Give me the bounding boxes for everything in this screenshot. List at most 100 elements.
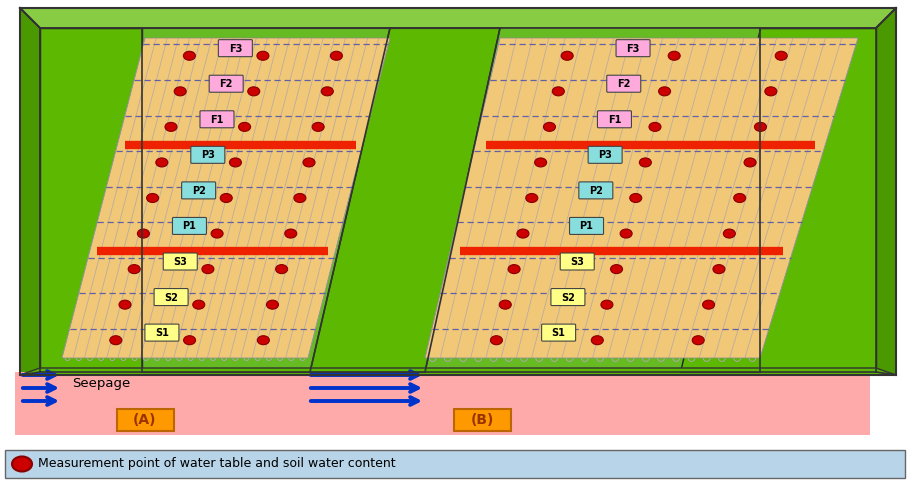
Ellipse shape: [611, 265, 622, 273]
Text: S3: S3: [173, 257, 187, 267]
Text: F1: F1: [210, 115, 224, 125]
Ellipse shape: [500, 300, 511, 309]
Ellipse shape: [592, 336, 603, 345]
Polygon shape: [680, 28, 876, 372]
Ellipse shape: [640, 158, 652, 167]
Text: P3: P3: [201, 151, 215, 160]
Ellipse shape: [733, 194, 745, 202]
Polygon shape: [20, 372, 896, 375]
Ellipse shape: [775, 51, 787, 60]
Ellipse shape: [754, 122, 766, 131]
Ellipse shape: [508, 265, 521, 273]
FancyBboxPatch shape: [182, 182, 216, 199]
FancyBboxPatch shape: [579, 182, 612, 199]
Ellipse shape: [202, 265, 214, 273]
Ellipse shape: [229, 158, 241, 167]
Ellipse shape: [258, 336, 269, 345]
Ellipse shape: [517, 229, 529, 238]
Text: P3: P3: [598, 151, 612, 160]
Ellipse shape: [744, 158, 756, 167]
Ellipse shape: [165, 122, 177, 131]
FancyBboxPatch shape: [541, 324, 576, 341]
Text: (B): (B): [470, 413, 494, 427]
Ellipse shape: [303, 158, 315, 167]
Ellipse shape: [156, 158, 167, 167]
Ellipse shape: [703, 300, 714, 309]
Text: P1: P1: [183, 222, 197, 231]
Ellipse shape: [119, 300, 131, 309]
Ellipse shape: [543, 122, 555, 131]
Ellipse shape: [764, 87, 777, 96]
Polygon shape: [20, 8, 896, 28]
Ellipse shape: [330, 51, 342, 60]
Ellipse shape: [174, 87, 187, 96]
Ellipse shape: [630, 194, 642, 202]
FancyBboxPatch shape: [616, 40, 650, 57]
Polygon shape: [20, 8, 40, 375]
Ellipse shape: [561, 51, 573, 60]
Ellipse shape: [285, 229, 297, 238]
Ellipse shape: [12, 456, 32, 471]
Text: F3: F3: [228, 44, 242, 54]
FancyBboxPatch shape: [145, 324, 179, 341]
Ellipse shape: [257, 51, 269, 60]
Text: F2: F2: [219, 79, 233, 89]
Ellipse shape: [128, 265, 140, 273]
FancyBboxPatch shape: [551, 288, 585, 305]
Text: (A): (A): [133, 413, 157, 427]
Text: P2: P2: [192, 186, 206, 196]
Ellipse shape: [659, 87, 671, 96]
Ellipse shape: [490, 336, 502, 345]
Ellipse shape: [184, 336, 196, 345]
Text: Measurement point of water table and soil water content: Measurement point of water table and soi…: [38, 457, 396, 470]
Ellipse shape: [693, 336, 704, 345]
FancyBboxPatch shape: [200, 111, 234, 128]
Text: Seepage: Seepage: [72, 378, 130, 391]
FancyBboxPatch shape: [588, 146, 622, 163]
Ellipse shape: [723, 229, 735, 238]
Text: S2: S2: [561, 292, 575, 302]
Ellipse shape: [110, 336, 122, 345]
Ellipse shape: [211, 229, 223, 238]
FancyBboxPatch shape: [173, 217, 207, 234]
Text: F2: F2: [617, 79, 631, 89]
Ellipse shape: [267, 300, 278, 309]
Ellipse shape: [147, 194, 158, 202]
Ellipse shape: [184, 51, 196, 60]
Text: P1: P1: [580, 222, 593, 231]
Ellipse shape: [649, 122, 661, 131]
Text: S2: S2: [164, 292, 178, 302]
FancyBboxPatch shape: [209, 75, 243, 92]
FancyBboxPatch shape: [598, 111, 632, 128]
Ellipse shape: [312, 122, 324, 131]
Ellipse shape: [620, 229, 632, 238]
Ellipse shape: [248, 87, 259, 96]
FancyBboxPatch shape: [218, 40, 252, 57]
Text: P2: P2: [589, 186, 602, 196]
Text: F3: F3: [626, 44, 640, 54]
Ellipse shape: [552, 87, 564, 96]
Polygon shape: [876, 8, 896, 375]
FancyBboxPatch shape: [191, 146, 225, 163]
Ellipse shape: [294, 194, 306, 202]
Text: S1: S1: [551, 328, 565, 338]
Ellipse shape: [601, 300, 613, 309]
Polygon shape: [40, 28, 876, 372]
FancyBboxPatch shape: [561, 253, 594, 270]
Polygon shape: [425, 38, 858, 358]
Ellipse shape: [668, 51, 680, 60]
Text: S1: S1: [155, 328, 169, 338]
Ellipse shape: [535, 158, 547, 167]
Ellipse shape: [321, 87, 333, 96]
Ellipse shape: [220, 194, 232, 202]
FancyBboxPatch shape: [454, 409, 511, 431]
FancyBboxPatch shape: [570, 217, 603, 234]
FancyBboxPatch shape: [163, 253, 197, 270]
FancyBboxPatch shape: [5, 450, 905, 478]
Polygon shape: [310, 28, 500, 372]
Text: F1: F1: [608, 115, 622, 125]
FancyBboxPatch shape: [117, 409, 174, 431]
Ellipse shape: [193, 300, 205, 309]
FancyBboxPatch shape: [154, 288, 188, 305]
Text: S3: S3: [571, 257, 584, 267]
